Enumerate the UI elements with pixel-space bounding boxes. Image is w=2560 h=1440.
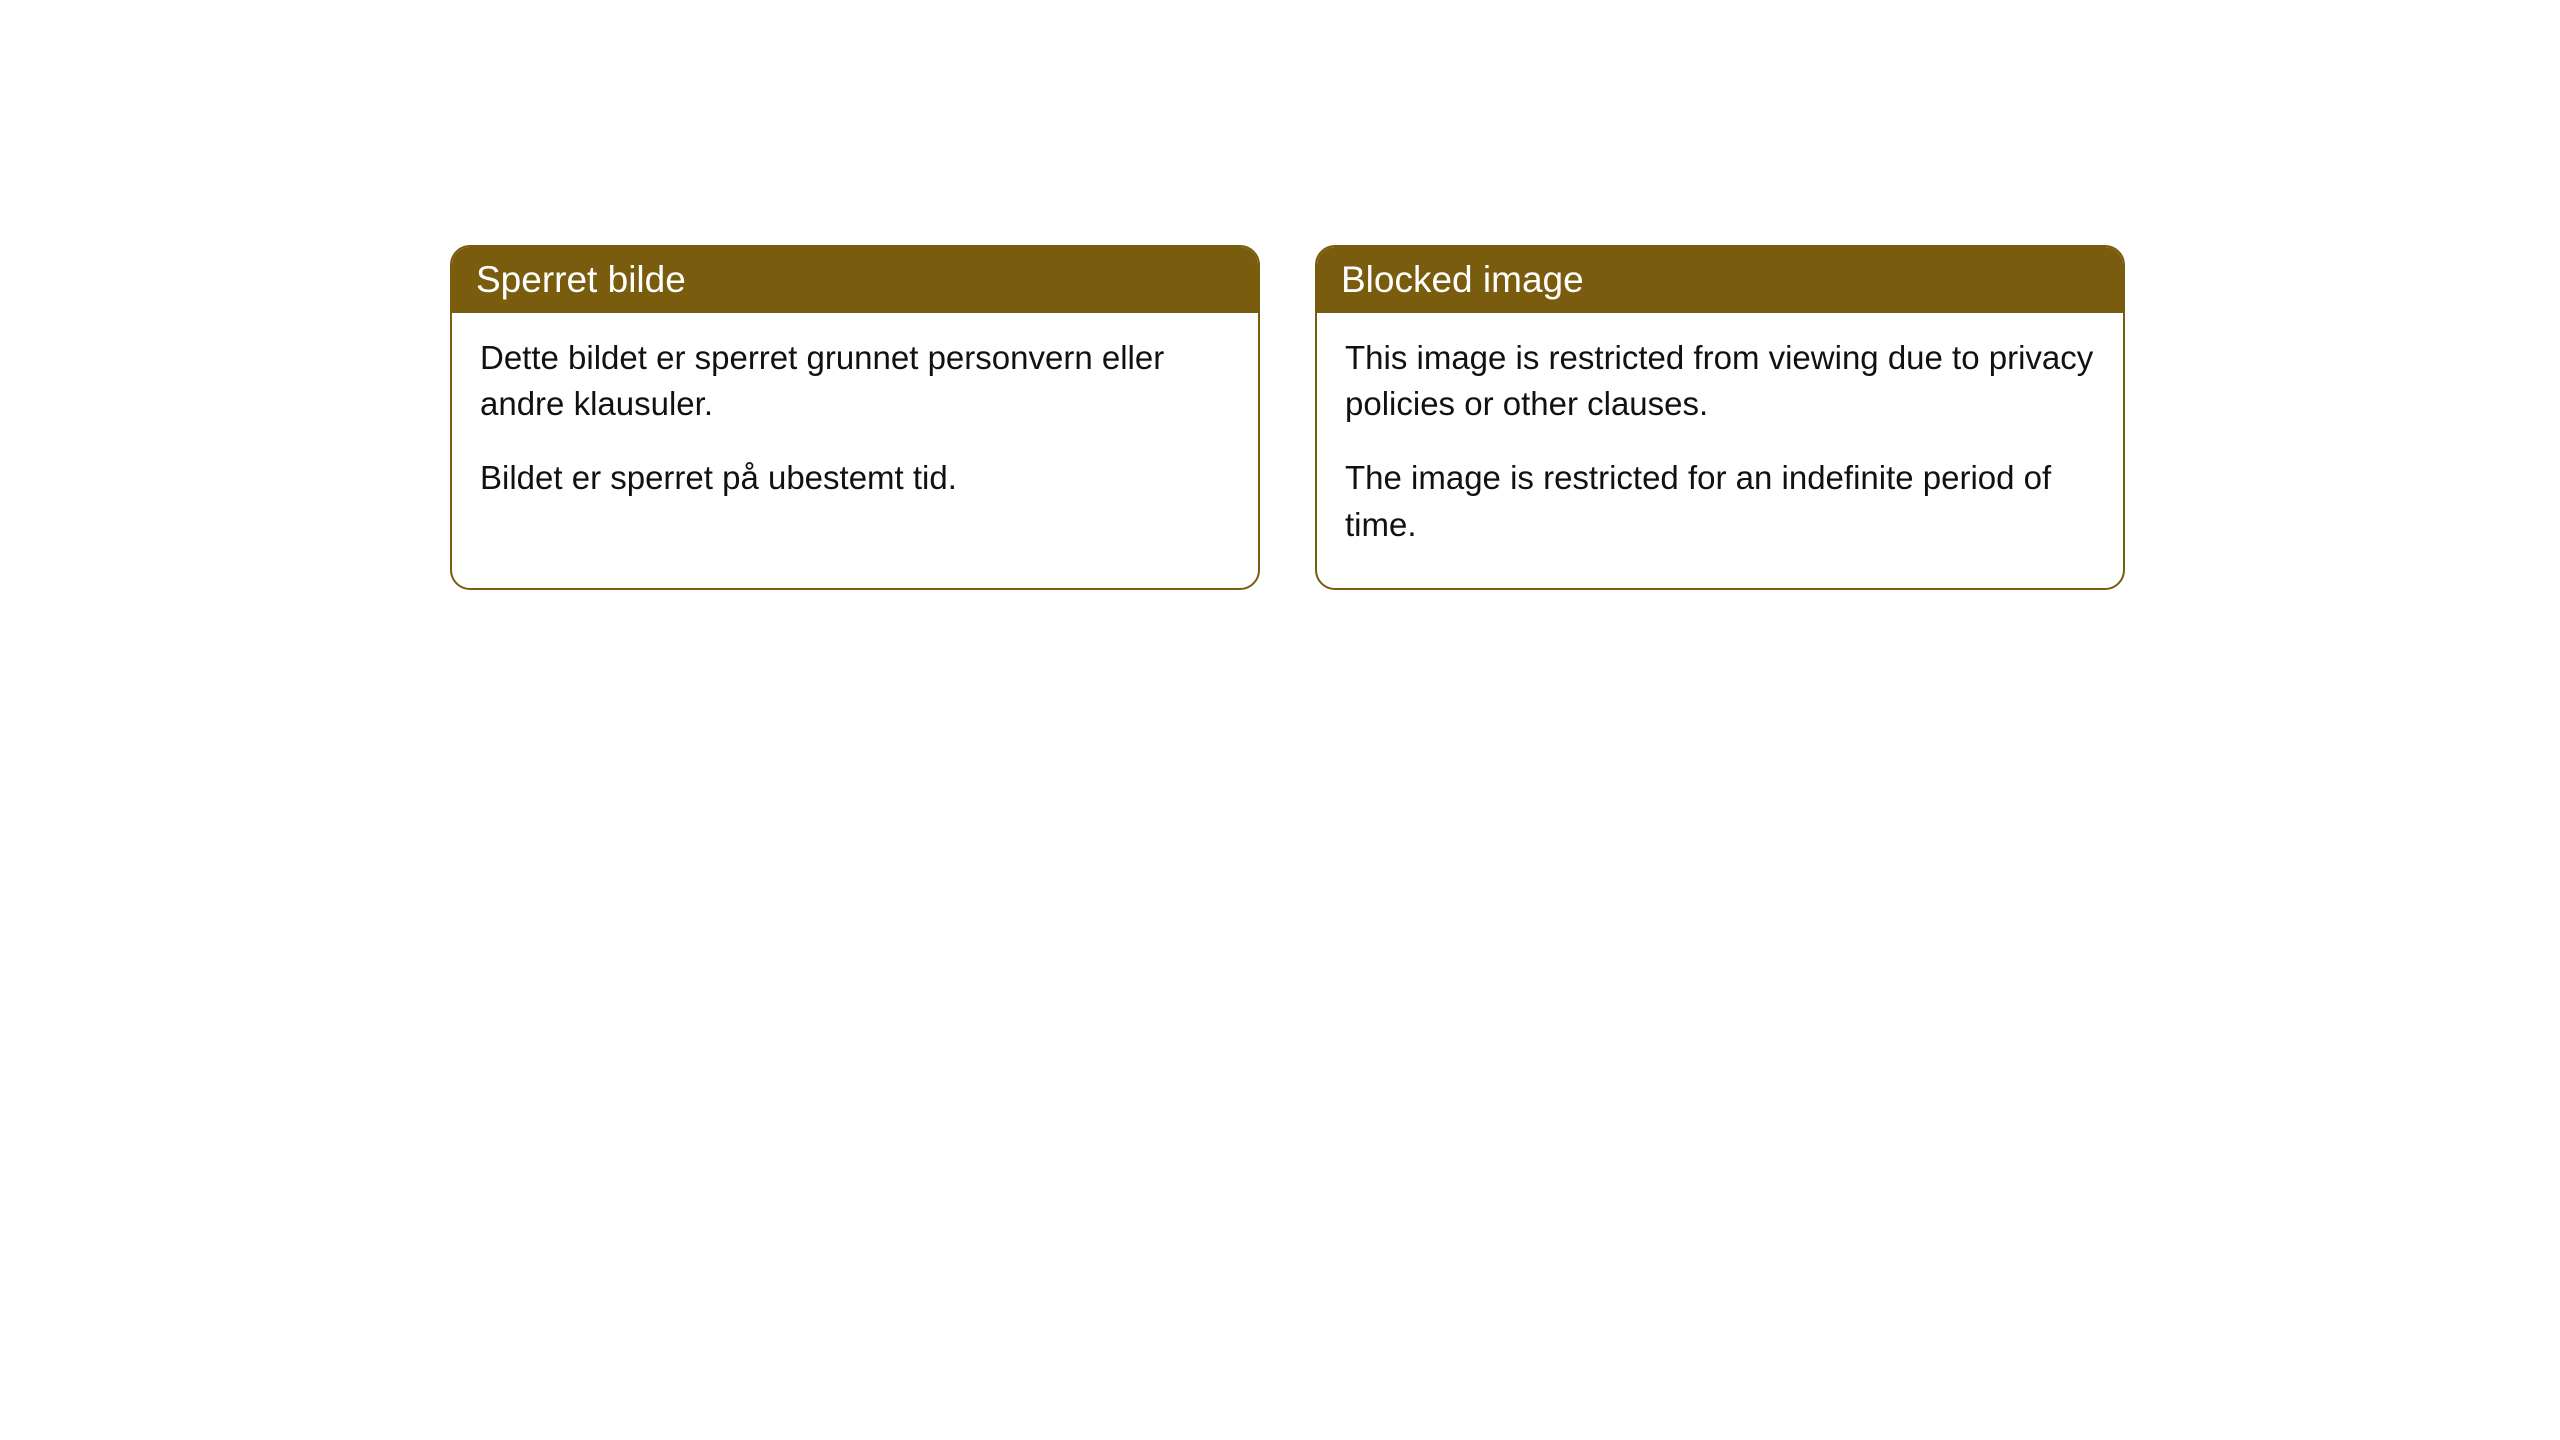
- notice-paragraph: The image is restricted for an indefinit…: [1345, 455, 2095, 547]
- notice-paragraph: Dette bildet er sperret grunnet personve…: [480, 335, 1230, 427]
- notice-box-english: Blocked image This image is restricted f…: [1315, 245, 2125, 590]
- notice-paragraph: Bildet er sperret på ubestemt tid.: [480, 455, 1230, 501]
- notice-body: This image is restricted from viewing du…: [1317, 313, 2123, 588]
- notice-body: Dette bildet er sperret grunnet personve…: [452, 313, 1258, 542]
- notice-container: Sperret bilde Dette bildet er sperret gr…: [450, 245, 2125, 590]
- notice-box-norwegian: Sperret bilde Dette bildet er sperret gr…: [450, 245, 1260, 590]
- notice-title: Sperret bilde: [476, 259, 686, 300]
- notice-paragraph: This image is restricted from viewing du…: [1345, 335, 2095, 427]
- notice-title: Blocked image: [1341, 259, 1584, 300]
- notice-header: Sperret bilde: [452, 247, 1258, 313]
- notice-header: Blocked image: [1317, 247, 2123, 313]
